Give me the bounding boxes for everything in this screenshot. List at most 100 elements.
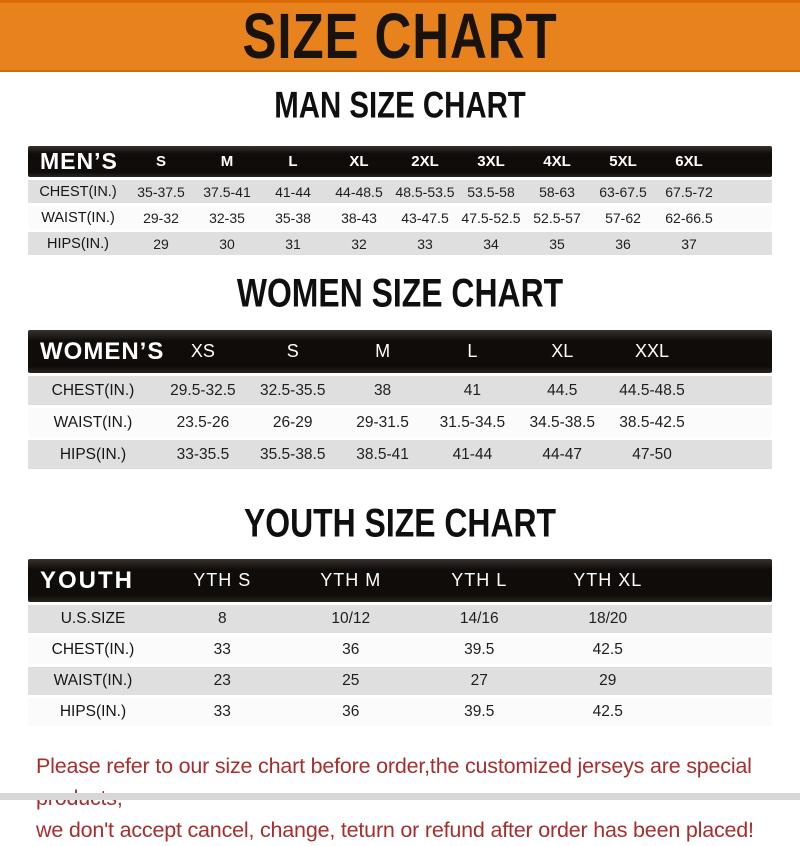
section-men: MAN SIZE CHART MEN’S S M L XL 2XL 3XL 4XL 5XL 6XL C…	[0, 85, 800, 255]
table-row: CHEST(IN.) 29.5-32.5 32.5-35.5 38 41 44.5 44.5…	[28, 376, 772, 405]
cell-value: 34.5-38.5	[529, 413, 595, 431]
cell-value: 44.5	[547, 381, 578, 399]
cell-value: 44.5-48.5	[619, 381, 685, 399]
cell-value: 37	[681, 235, 697, 252]
table-header-row: YOUTH YTH S YTH M YTH L YTH XL	[28, 559, 772, 602]
table-row: WAIST(IN.) 23 25 27 29	[28, 667, 772, 695]
column-header: YTH L	[451, 570, 508, 590]
table-row: HIPS(IN.) 29 30 31 32 33 34 35 36 37	[28, 232, 772, 255]
cell-value: 37.5-41	[203, 183, 251, 200]
table-row: CHEST(IN.) 33 36 39.5 42.5	[28, 636, 772, 664]
note-line-2: we don't accept cancel, change, teturn o…	[36, 818, 754, 842]
column-header: 2XL	[411, 153, 439, 170]
cell-value: 52.5-57	[533, 209, 581, 226]
cell-value: 39.5	[464, 641, 495, 658]
column-header: YTH XL	[573, 570, 643, 590]
column-header: L	[288, 153, 298, 170]
column-header: 6XL	[675, 153, 703, 170]
cell-value: 33-35.5	[176, 445, 230, 463]
cell-value: 32-35	[209, 209, 245, 226]
column-header: YTH S	[193, 570, 252, 590]
note-line-1: Please refer to our size chart before or…	[36, 754, 752, 810]
table-header-row: WOMEN’S XS S M L XL XXL	[28, 330, 772, 373]
cell-value: 41-44	[452, 445, 493, 463]
table-row: U.S.SIZE 8 10/12 14/16 18/20	[28, 605, 772, 633]
cell-value: 38-43	[341, 209, 377, 226]
column-header: XXL	[635, 341, 670, 361]
row-spacer	[697, 408, 772, 437]
column-header: M	[220, 153, 234, 170]
cell-value: 67.5-72	[665, 183, 713, 200]
cell-value: 36	[342, 641, 360, 658]
cell-value: 10/12	[331, 610, 371, 627]
column-header: XS	[190, 341, 215, 361]
cell-value: 48.5-53.5	[395, 183, 455, 200]
section-women: WOMEN SIZE CHART WOMEN’S XS S M L XL XXL CHEST(I…	[0, 271, 800, 469]
cell-value: 8	[217, 610, 227, 627]
row-label: CHEST(IN.)	[51, 641, 135, 658]
cell-value: 33	[417, 235, 433, 252]
cell-value: 62-66.5	[665, 209, 713, 226]
header-spacer	[722, 146, 772, 177]
table-corner-label: MEN’S	[40, 148, 118, 174]
table-corner-label: WOMEN’S	[40, 337, 165, 365]
column-header: M	[375, 341, 391, 361]
cell-value: 23.5-26	[176, 413, 230, 431]
table-row: CHEST(IN.) 35-37.5 37.5-41 41-44 44-48.5 48.5…	[28, 180, 772, 203]
row-spacer	[672, 698, 772, 726]
column-header: L	[467, 341, 478, 361]
banner: SIZE CHART	[0, 0, 800, 72]
row-spacer	[722, 180, 772, 203]
cell-value: 23	[213, 672, 231, 689]
cell-value: 42.5	[592, 703, 623, 720]
column-header: XL	[349, 153, 369, 170]
cell-value: 35-37.5	[137, 183, 185, 200]
cell-value: 63-67.5	[599, 183, 647, 200]
section-title-women: WOMEN SIZE CHART	[236, 271, 564, 317]
column-header: 5XL	[609, 153, 637, 170]
cell-value: 34	[483, 235, 499, 252]
row-spacer	[722, 232, 772, 255]
cell-value: 41-44	[275, 183, 311, 200]
column-header: YTH M	[320, 570, 382, 590]
row-label: CHEST(IN.)	[51, 381, 135, 399]
table-row: HIPS(IN.) 33-35.5 35.5-38.5 38.5-41 41-44 44-…	[28, 440, 772, 469]
cell-value: 35.5-38.5	[259, 445, 326, 463]
cell-value: 39.5	[464, 703, 495, 720]
cell-value: 31.5-34.5	[439, 413, 506, 431]
table-header-row: MEN’S S M L XL 2XL 3XL 4XL 5XL 6XL	[28, 146, 772, 177]
cell-value: 18/20	[588, 610, 628, 627]
cell-value: 47.5-52.5	[461, 209, 521, 226]
column-header: XL	[551, 341, 574, 361]
cell-value: 25	[342, 672, 360, 689]
cell-value: 32	[351, 235, 367, 252]
cell-value: 31	[285, 235, 301, 252]
cell-value: 35	[549, 235, 565, 252]
row-label: CHEST(IN.)	[39, 183, 117, 200]
cell-value: 53.5-58	[467, 183, 515, 200]
cell-value: 44-47	[542, 445, 583, 463]
cell-value: 29-32	[143, 209, 179, 226]
page-title: SIZE CHART	[242, 0, 558, 73]
column-header: S	[286, 341, 299, 361]
row-label: WAIST(IN.)	[41, 209, 115, 226]
size-chart-sections: MAN SIZE CHART MEN’S S M L XL 2XL 3XL 4XL 5XL 6XL C…	[0, 85, 800, 726]
cell-value: 29.5-32.5	[170, 381, 236, 399]
cell-value: 38.5-41	[356, 445, 409, 463]
cell-value: 44-48.5	[335, 183, 383, 200]
cell-value: 41	[463, 381, 482, 399]
cell-value: 36	[615, 235, 631, 252]
cell-value: 29-31.5	[356, 413, 409, 431]
column-header: 3XL	[477, 153, 505, 170]
table-row: WAIST(IN.) 29-32 32-35 35-38 38-43 43-47.5 47.…	[28, 206, 772, 229]
row-label: WAIST(IN.)	[53, 672, 133, 689]
row-spacer	[672, 605, 772, 633]
row-label: HIPS(IN.)	[59, 703, 127, 720]
cell-value: 29	[599, 672, 617, 689]
cell-value: 30	[219, 235, 235, 252]
cell-value: 42.5	[592, 641, 623, 658]
row-spacer	[672, 636, 772, 664]
cell-value: 33	[213, 703, 231, 720]
cell-value: 35-38	[275, 209, 311, 226]
